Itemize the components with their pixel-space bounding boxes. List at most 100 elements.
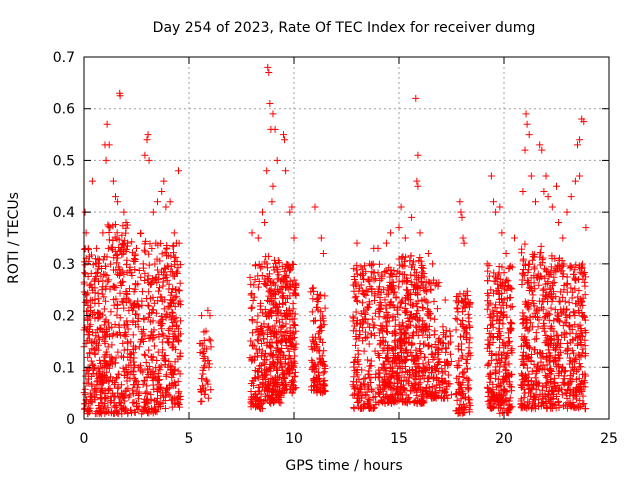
data-point (489, 307, 497, 315)
data-point (162, 372, 170, 380)
data-point (89, 339, 97, 347)
data-point (489, 332, 497, 340)
data-point (262, 371, 270, 379)
data-point (520, 359, 528, 367)
data-point (396, 303, 404, 311)
data-point (280, 276, 288, 284)
data-point (387, 270, 395, 278)
data-point (577, 353, 585, 361)
data-point (581, 370, 589, 378)
data-point (434, 359, 442, 367)
data-point (264, 311, 272, 319)
data-point (154, 369, 162, 377)
data-point (165, 339, 173, 347)
data-point (139, 260, 147, 268)
data-point (273, 156, 281, 164)
y-tick-label: 0.2 (53, 309, 75, 325)
data-point (415, 317, 423, 325)
data-point (535, 307, 543, 315)
data-point (419, 331, 427, 339)
data-point (410, 266, 418, 274)
data-point (581, 291, 589, 299)
data-point (129, 306, 137, 314)
data-point (144, 131, 152, 139)
data-point (563, 394, 571, 402)
data-point (389, 314, 397, 322)
data-point (359, 275, 367, 283)
data-point (385, 317, 393, 325)
data-point (83, 337, 91, 345)
data-point (548, 383, 556, 391)
data-point (554, 261, 562, 269)
data-point (119, 222, 127, 230)
data-point (466, 349, 474, 357)
data-point (135, 388, 143, 396)
y-tick-label: 0.7 (53, 50, 75, 66)
data-point (169, 330, 177, 338)
data-point (493, 383, 501, 391)
data-point (105, 236, 113, 244)
data-point (120, 208, 128, 216)
data-point (485, 262, 493, 270)
data-point (414, 316, 422, 324)
data-point (372, 275, 380, 283)
data-point (252, 399, 260, 407)
data-point (499, 320, 507, 328)
data-point (378, 275, 386, 283)
data-point (120, 304, 128, 312)
data-point (81, 269, 89, 277)
data-point (207, 386, 215, 394)
data-point (530, 263, 538, 271)
data-point (396, 377, 404, 384)
data-point (424, 358, 432, 366)
data-point (548, 336, 556, 344)
data-point (117, 381, 125, 389)
data-point (559, 262, 567, 270)
data-point (501, 285, 509, 293)
data-point (547, 268, 555, 276)
data-point (118, 231, 126, 239)
data-point (126, 263, 134, 271)
data-point (255, 365, 263, 373)
data-point (201, 390, 209, 398)
data-point (137, 229, 145, 237)
data-point (92, 260, 100, 268)
data-point (145, 302, 153, 310)
data-point (544, 309, 552, 317)
data-point (484, 336, 492, 344)
data-point (536, 141, 544, 149)
data-point (102, 297, 110, 305)
data-point (523, 364, 531, 372)
data-point (402, 330, 410, 338)
data-point (277, 399, 285, 407)
data-point (91, 277, 99, 285)
data-point (350, 405, 358, 413)
data-point (422, 327, 430, 335)
data-point (465, 385, 473, 393)
data-point (158, 338, 166, 346)
data-point (544, 193, 552, 201)
data-point (507, 303, 515, 311)
data-point (360, 347, 368, 355)
data-point (538, 350, 546, 358)
data-point (483, 325, 491, 333)
data-point (280, 369, 288, 377)
data-point (439, 394, 447, 402)
data-point (87, 357, 95, 365)
data-point (149, 293, 157, 301)
data-point (545, 310, 553, 318)
data-point (495, 350, 503, 358)
data-point (314, 330, 322, 338)
data-point (421, 365, 429, 373)
data-point (519, 348, 527, 356)
data-point (496, 317, 504, 325)
data-point (114, 198, 122, 206)
data-point (501, 355, 509, 363)
data-point (432, 366, 440, 374)
data-point (155, 386, 163, 394)
data-point (453, 316, 461, 324)
data-point (255, 260, 263, 268)
data-point (519, 255, 527, 263)
data-point (361, 374, 369, 382)
